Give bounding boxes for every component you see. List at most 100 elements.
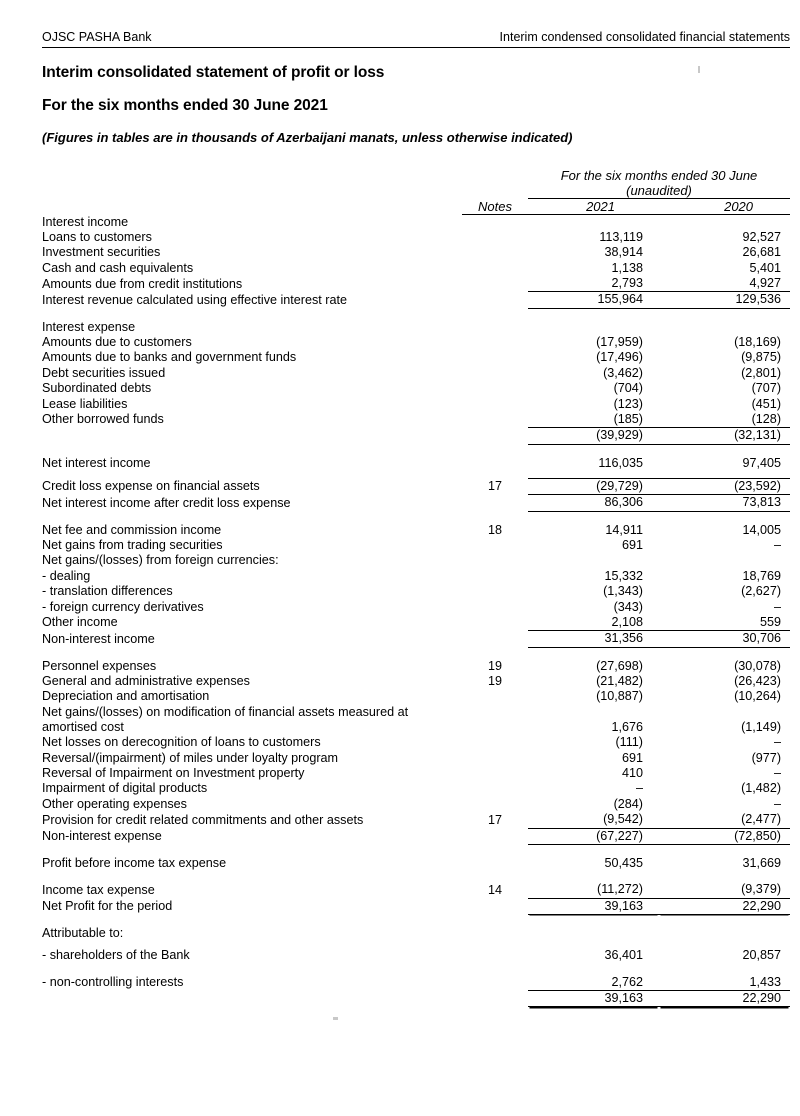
- row-value-2021: 116,035: [598, 455, 643, 470]
- row-value-2021: [528, 215, 659, 230]
- row-label: - foreign currency derivatives: [42, 599, 204, 614]
- row-value-2021: 15,332: [604, 568, 643, 583]
- row-note-reference: [462, 569, 528, 584]
- row-value-2021: 410: [621, 766, 643, 781]
- row-note-reference: [462, 538, 528, 553]
- row-spacer: [42, 871, 790, 882]
- row-label: Other borrowed funds: [42, 412, 164, 427]
- row-note-reference: [462, 735, 528, 750]
- scan-artifact-mark: [698, 66, 700, 73]
- row-value-2020: –: [774, 796, 782, 811]
- row-spacer: [42, 511, 790, 523]
- row-label: Impairment of digital products: [42, 781, 208, 796]
- row-spacer: [42, 647, 790, 659]
- row-label: Net losses on derecognition of loans to …: [42, 735, 321, 750]
- row-label: Amounts due to customers: [42, 335, 192, 350]
- row-label: Interest expense: [42, 319, 136, 334]
- row-value-2020: (1,149): [741, 720, 782, 735]
- row-note-reference: 19: [487, 658, 502, 673]
- row-value-2021: 2,762: [611, 974, 643, 989]
- row-label: Lease liabilities: [42, 396, 128, 411]
- row-value-2020: 14,005: [742, 522, 782, 537]
- row-note-reference: [462, 366, 528, 381]
- table-row: Net gains/(losses) on modification of fi…: [42, 705, 790, 736]
- row-value-2021: [528, 926, 659, 941]
- row-value-2020: 22,290: [659, 897, 791, 915]
- row-value-2021: 36,401: [604, 948, 643, 963]
- row-note-reference: [462, 215, 528, 230]
- row-note-reference: [462, 553, 528, 568]
- row-label: Cash and cash equivalents: [42, 260, 194, 275]
- table-row: - non-controlling interests 2,762 1,433: [42, 975, 790, 991]
- table-row: Debt securities issued (3,462) (2,801): [42, 366, 790, 381]
- row-value-2021: –: [635, 781, 643, 796]
- row-note-reference: [462, 381, 528, 396]
- row-value-2021: 2,108: [611, 614, 643, 629]
- table-row: Interest expense: [42, 320, 790, 335]
- row-label: Interest income: [42, 214, 129, 229]
- row-value-2020: (128): [751, 411, 782, 426]
- row-label: Amounts due to banks and government fund…: [42, 350, 297, 365]
- table-row: Reversal of Impairment on Investment pro…: [42, 766, 790, 781]
- table-row: Other income 2,108 559: [42, 615, 790, 631]
- row-label: Net gains from trading securities: [42, 538, 223, 553]
- row-label: Net interest income after credit loss ex…: [42, 495, 291, 510]
- row-label: Amounts due from credit institutions: [42, 276, 243, 291]
- row-spacer: [42, 844, 790, 856]
- row-value-2020: –: [774, 538, 782, 553]
- row-value-2021: 86,306: [528, 494, 659, 512]
- table-row: Investment securities 38,914 26,681: [42, 245, 790, 260]
- row-spacer: [42, 444, 790, 456]
- row-value-2020: 26,681: [742, 245, 782, 260]
- row-value-2020: 97,405: [742, 455, 782, 470]
- row-note-reference: [462, 948, 528, 963]
- row-value-2021: (704): [613, 381, 643, 396]
- row-note-reference: [462, 751, 528, 766]
- row-value-2020: 1,433: [749, 974, 782, 989]
- header-document-title: Interim condensed consolidated financial…: [499, 30, 790, 44]
- table-body: Interest income Loans to customers 113,119…: [42, 214, 791, 1008]
- running-header: OJSC PASHA Bank Interim condensed consol…: [42, 30, 790, 48]
- table-row: Net losses on derecognition of loans to …: [42, 735, 790, 750]
- row-value-2020: –: [774, 766, 782, 781]
- row-value-2021: (284): [613, 796, 643, 811]
- row-value-2021: 691: [621, 538, 643, 553]
- row-value-2021: (21,482): [596, 673, 643, 688]
- row-note-reference: [462, 991, 528, 1007]
- row-value-2020: [659, 320, 790, 335]
- row-label: Income tax expense: [42, 882, 155, 897]
- table-row: Reversal/(impairment) of miles under loy…: [42, 751, 790, 766]
- row-spacer: [42, 308, 790, 320]
- row-label: Non-interest income: [42, 631, 155, 646]
- row-value-2020: (1,482): [741, 781, 782, 796]
- row-label: Depreciation and amortisation: [42, 689, 210, 704]
- row-value-2021: 113,119: [599, 229, 643, 244]
- table-row: Profit before income tax expense 50,435 31…: [42, 856, 790, 871]
- column-group-header: For the six months ended 30 June (unaudi…: [560, 168, 758, 198]
- row-value-2021: 31,356: [528, 630, 659, 648]
- table-row: Income tax expense 14 (11,272) (9,379): [42, 882, 790, 898]
- row-note-reference: [462, 615, 528, 631]
- units-note: (Figures in tables are in thousands of A…: [42, 130, 573, 145]
- year-column-header-2020: 2020: [659, 198, 791, 216]
- table-row: Interest revenue calculated using effect…: [42, 291, 791, 309]
- row-value-2021: (3,462): [603, 365, 643, 380]
- row-value-2020: 31,669: [742, 855, 782, 870]
- row-note-reference: [462, 397, 528, 412]
- table-row: General and administrative expenses 19 (21…: [42, 674, 790, 689]
- row-value-2021: (29,729): [528, 477, 659, 495]
- row-label: [42, 991, 462, 1007]
- row-note-reference: [462, 926, 528, 941]
- row-value-2020: (26,423): [734, 673, 782, 688]
- row-label: Attributable to:: [42, 925, 124, 940]
- profit-or-loss-table: For the six months ended 30 June (unaudi…: [42, 168, 791, 1008]
- row-note-reference: 14: [487, 882, 502, 897]
- row-value-2021: (11,272): [597, 882, 643, 897]
- row-note-reference: [462, 230, 528, 245]
- row-label: Other operating expenses: [42, 796, 187, 811]
- row-value-2021: 2,793: [611, 276, 643, 291]
- row-note-reference: [462, 631, 528, 647]
- table-row: Amounts due to banks and government fund…: [42, 350, 790, 365]
- row-label: Reversal/(impairment) of miles under loy…: [42, 750, 339, 765]
- row-value-2020: (72,850): [659, 827, 791, 845]
